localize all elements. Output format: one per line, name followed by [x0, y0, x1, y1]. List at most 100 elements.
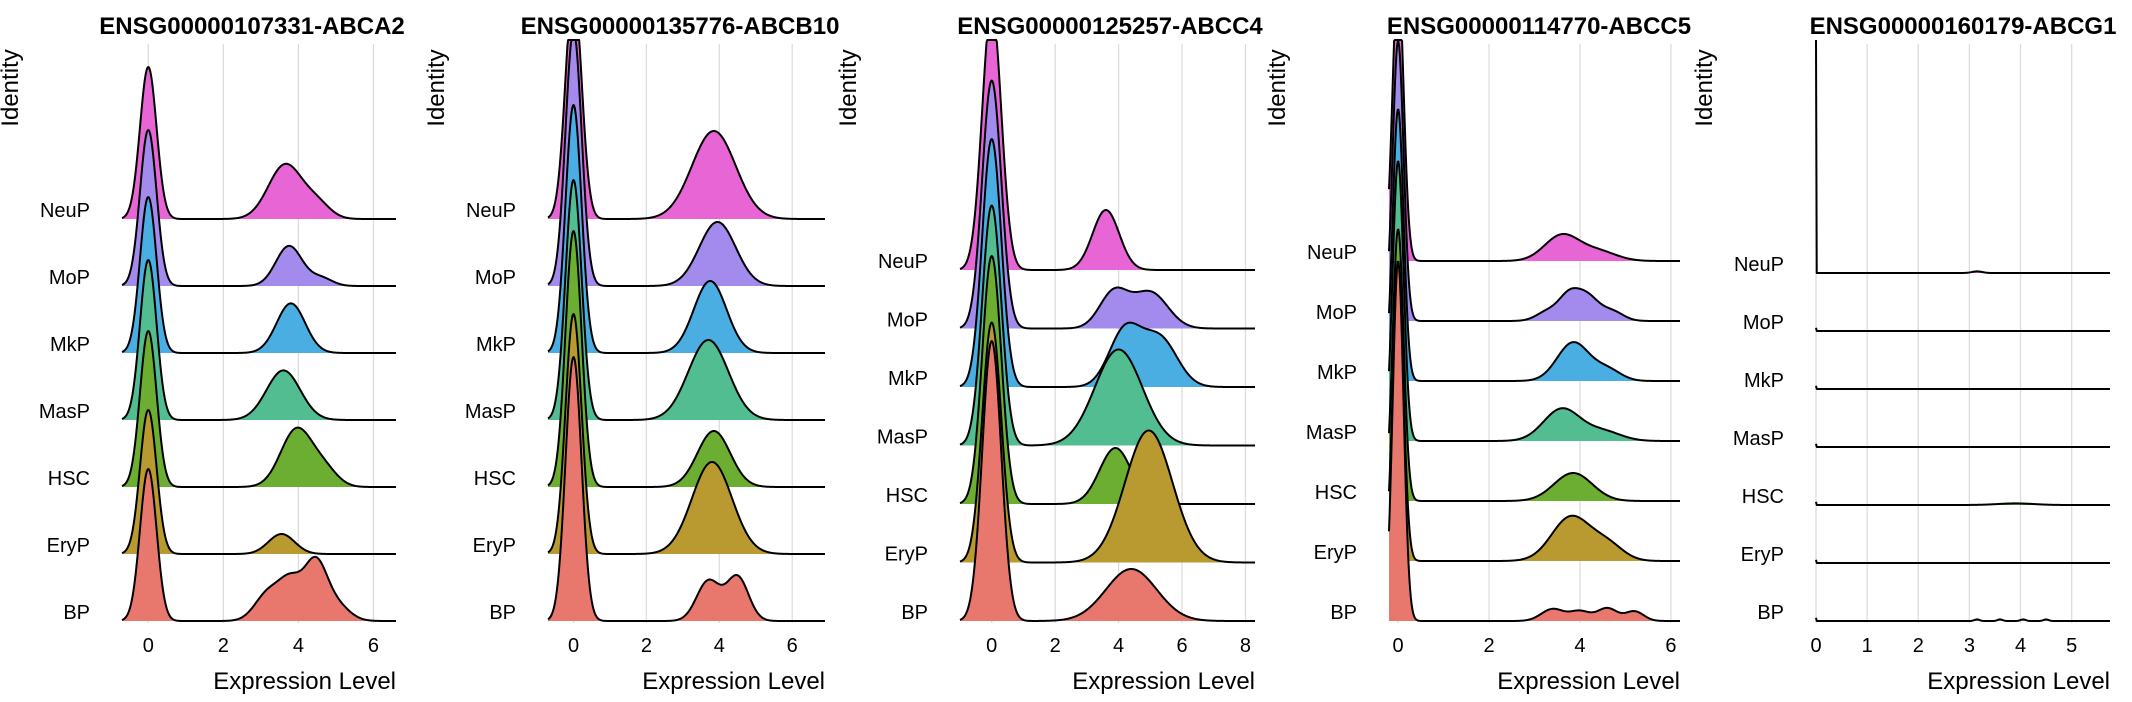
y-tick-label: MasP: [1306, 422, 1357, 444]
y-tick-label: NeuP: [1307, 242, 1357, 264]
ridge-line-eryp: [1815, 559, 2111, 564]
ridge-panel: ENSG00000135776-ABCB10 Identity Expression…: [423, 13, 839, 695]
y-tick-label: MasP: [1733, 428, 1784, 450]
ridge-line-mkp: [1815, 385, 2111, 390]
ridge-line-mop: [121, 129, 397, 287]
y-axis-title: Identity: [835, 49, 862, 126]
x-axis-title: Expression Level: [1072, 668, 1255, 695]
panel-title: ENSG00000125257-ABCC4: [957, 13, 1263, 40]
ridge-line-masp: [121, 259, 397, 421]
ridge-line-hsc: [1815, 501, 2111, 506]
ridge-line-hsc: [959, 255, 1256, 505]
ridge-line-masp: [1388, 160, 1681, 442]
x-axis-title: Expression Level: [213, 668, 396, 695]
y-tick-label: MoP: [475, 267, 516, 289]
x-tick-label: 2: [218, 635, 229, 657]
x-axis-title: Expression Level: [1927, 668, 2110, 695]
x-tick-label: 4: [714, 635, 725, 657]
y-tick-label: MasP: [877, 427, 928, 449]
x-axis-title: Expression Level: [1497, 668, 1680, 695]
y-tick-label: HSC: [886, 485, 928, 507]
x-tick-label: 2: [641, 635, 652, 657]
y-tick-label: HSC: [474, 468, 516, 490]
y-tick-label: BP: [1330, 602, 1357, 624]
x-tick-label: 4: [2015, 635, 2026, 657]
x-tick-label: 4: [293, 635, 304, 657]
y-tick-label: BP: [901, 602, 928, 624]
y-tick-label: EryP: [47, 535, 90, 557]
y-tick-label: MasP: [39, 401, 90, 423]
ridge-area-neup: [1389, 40, 1680, 261]
y-tick-label: MoP: [1316, 302, 1357, 324]
ridge-line-eryp: [1388, 280, 1681, 562]
x-tick-label: 0: [1810, 635, 1821, 657]
x-tick-label: 2: [1483, 635, 1494, 657]
x-tick-label: 0: [143, 635, 154, 657]
ridge-panel: ENSG00000125257-ABCC4 Identity Expression …: [835, 13, 1263, 695]
x-tick-label: 2: [1050, 635, 1061, 657]
y-tick-label: MkP: [1317, 362, 1357, 384]
ridge-line-mop: [959, 79, 1256, 330]
ridge-line-mkp: [547, 104, 826, 354]
ridge-line-hsc: [547, 230, 826, 488]
y-axis-title: Identity: [1691, 49, 1718, 126]
ridge-line-masp: [1815, 443, 2111, 448]
ridge-panel: ENSG00000160179-ABCG1 Identity Expression …: [1691, 13, 2116, 695]
y-tick-label: EryP: [473, 535, 516, 557]
ridge-line-bp: [547, 356, 826, 622]
y-axis-title: Identity: [1264, 49, 1291, 126]
panel-title: ENSG00000160179-ABCG1: [1810, 13, 2117, 40]
ridge-line-masp: [959, 204, 1256, 447]
ridge-line-neup: [547, 39, 826, 220]
y-tick-label: MkP: [50, 334, 90, 356]
ridge-panel: ENSG00000107331-ABCA2 Identity Expression …: [0, 13, 405, 695]
ridge-area-mop: [1389, 41, 1680, 322]
y-tick-label: MoP: [1743, 312, 1784, 334]
ridge-line-hsc: [1388, 228, 1681, 502]
x-tick-label: 0: [986, 635, 997, 657]
y-axis-title: Identity: [0, 49, 24, 126]
x-tick-label: 4: [1574, 635, 1585, 657]
ridge-line-bp: [1388, 260, 1681, 622]
x-tick-label: 6: [368, 635, 379, 657]
panel-title: ENSG00000107331-ABCA2: [99, 13, 405, 40]
x-tick-label: 1: [1862, 635, 1873, 657]
x-tick-label: 6: [1176, 635, 1187, 657]
ridge-line-hsc: [121, 330, 397, 488]
y-tick-label: NeuP: [466, 200, 516, 222]
y-tick-label: BP: [1757, 602, 1784, 624]
x-tick-label: 0: [568, 635, 579, 657]
ridge-line-mop: [1815, 327, 2111, 332]
y-tick-label: HSC: [48, 468, 90, 490]
x-tick-label: 5: [2066, 635, 2077, 657]
ridge-line-mkp: [121, 196, 397, 354]
y-tick-label: HSC: [1315, 482, 1357, 504]
ridge-area-masp: [1389, 161, 1680, 441]
ridge-line-neup: [1815, 39, 2111, 274]
ridge-line-mop: [1388, 40, 1681, 322]
ridge-area-hsc: [1389, 229, 1680, 501]
x-axis-title: Expression Level: [642, 668, 825, 695]
ridge-area-bp: [548, 357, 825, 621]
x-tick-label: 0: [1393, 635, 1404, 657]
y-tick-label: MoP: [887, 310, 928, 332]
x-tick-label: 3: [1964, 635, 1975, 657]
y-tick-label: EryP: [885, 544, 928, 566]
y-tick-label: HSC: [1742, 486, 1784, 508]
y-tick-label: NeuP: [40, 200, 90, 222]
ridge-area-bp: [960, 341, 1255, 621]
y-tick-label: NeuP: [1734, 254, 1784, 276]
ridge-line-bp: [121, 468, 397, 622]
panel-title: ENSG00000114770-ABCC5: [1387, 13, 1691, 40]
y-tick-label: MoP: [49, 267, 90, 289]
ridge-line-neup: [121, 66, 397, 220]
x-tick-label: 8: [1240, 635, 1251, 657]
ridge-area-neup: [122, 67, 396, 219]
ridge-line-masp: [547, 179, 826, 421]
ridge-line-eryp: [121, 409, 397, 555]
x-tick-label: 6: [787, 635, 798, 657]
ridge-area-bp: [122, 469, 396, 621]
ridge-line-bp: [959, 340, 1256, 622]
y-tick-label: MasP: [465, 401, 516, 423]
y-axis-title: Identity: [423, 49, 450, 126]
